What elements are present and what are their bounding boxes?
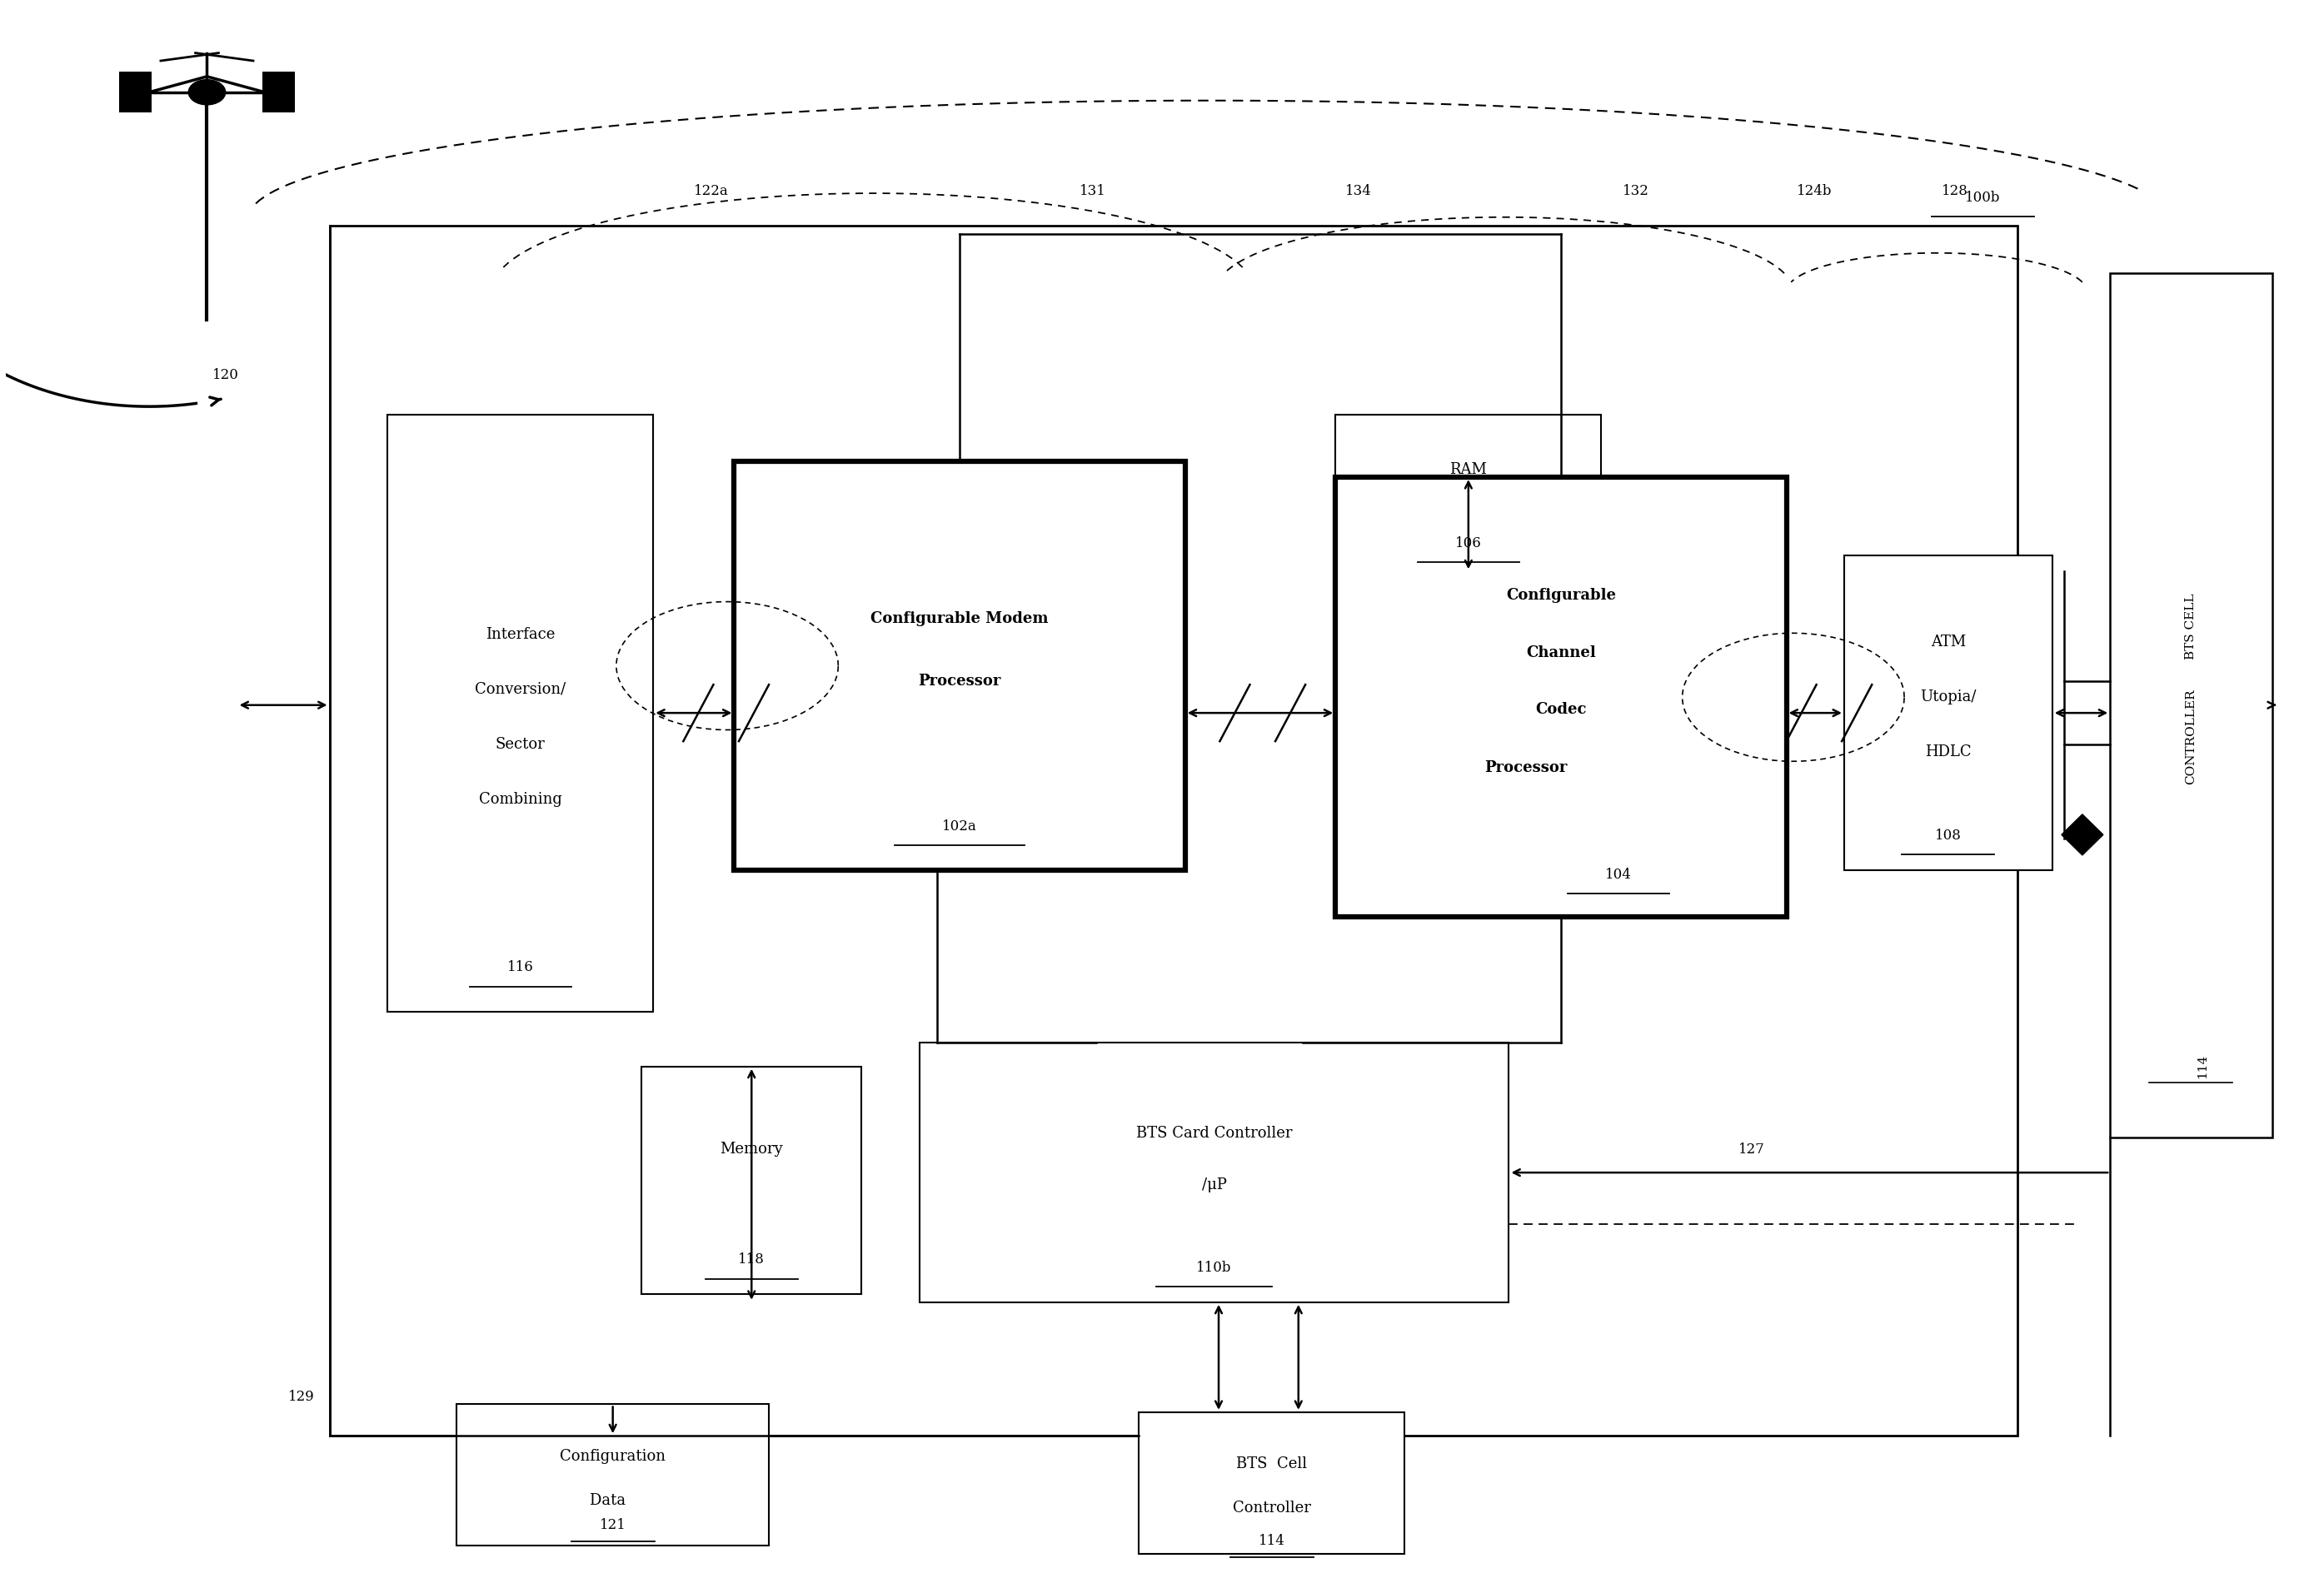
Text: Configurable: Configurable bbox=[1506, 587, 1615, 603]
Text: Configurable Modem: Configurable Modem bbox=[872, 611, 1048, 627]
Text: RAM: RAM bbox=[1450, 462, 1487, 476]
Text: 104: 104 bbox=[1606, 867, 1631, 882]
Text: Processor: Processor bbox=[1485, 760, 1569, 776]
Bar bbox=[1336, 476, 1787, 917]
Text: Configuration: Configuration bbox=[560, 1448, 665, 1464]
Text: 120: 120 bbox=[211, 367, 239, 382]
Bar bbox=[263, 71, 295, 112]
Bar bbox=[1845, 556, 2052, 871]
Text: Memory: Memory bbox=[720, 1141, 783, 1157]
Text: ATM: ATM bbox=[1931, 635, 1966, 649]
Text: Processor: Processor bbox=[918, 674, 1002, 689]
Text: /μP: /μP bbox=[1202, 1178, 1227, 1192]
Text: 131: 131 bbox=[1078, 184, 1106, 198]
Text: Codec: Codec bbox=[1536, 703, 1587, 717]
Text: 121: 121 bbox=[600, 1518, 625, 1532]
Text: 118: 118 bbox=[739, 1252, 765, 1266]
Text: BTS CELL: BTS CELL bbox=[2185, 594, 2196, 660]
Text: Combining: Combining bbox=[479, 792, 562, 807]
Text: 122a: 122a bbox=[693, 184, 727, 198]
Text: 100b: 100b bbox=[1966, 190, 2001, 204]
Text: 132: 132 bbox=[1622, 184, 1650, 198]
Polygon shape bbox=[2061, 814, 2103, 855]
Text: Channel: Channel bbox=[1527, 646, 1597, 660]
Bar bbox=[920, 1043, 1508, 1303]
Bar bbox=[458, 1404, 769, 1545]
Text: Data: Data bbox=[590, 1493, 637, 1507]
Bar bbox=[1139, 1412, 1404, 1553]
Text: BTS  Cell: BTS Cell bbox=[1236, 1456, 1308, 1472]
Text: 106: 106 bbox=[1455, 537, 1483, 551]
Text: 129: 129 bbox=[288, 1390, 316, 1404]
Text: 116: 116 bbox=[507, 961, 535, 975]
Text: 108: 108 bbox=[1936, 828, 1961, 842]
Circle shape bbox=[188, 79, 225, 104]
Text: 114: 114 bbox=[1260, 1534, 1285, 1548]
Bar bbox=[388, 415, 653, 1012]
Text: Conversion/: Conversion/ bbox=[474, 682, 565, 697]
Text: Utopia/: Utopia/ bbox=[1920, 690, 1975, 704]
Text: Interface: Interface bbox=[486, 627, 555, 641]
Bar bbox=[2110, 272, 2273, 1137]
Text: HDLC: HDLC bbox=[1924, 744, 1971, 760]
Bar bbox=[330, 226, 2017, 1436]
Text: BTS Card Controller: BTS Card Controller bbox=[1136, 1126, 1292, 1141]
Text: 124b: 124b bbox=[1796, 184, 1831, 198]
Bar bbox=[1336, 415, 1601, 571]
Bar bbox=[734, 462, 1185, 871]
Text: Sector: Sector bbox=[495, 736, 546, 752]
Text: 114: 114 bbox=[2196, 1054, 2208, 1078]
Text: 128: 128 bbox=[1943, 184, 1968, 198]
Text: CONTROLLER: CONTROLLER bbox=[2185, 689, 2196, 784]
Text: 110b: 110b bbox=[1197, 1260, 1232, 1274]
Bar bbox=[119, 71, 151, 112]
Bar bbox=[641, 1067, 862, 1295]
Text: Controller: Controller bbox=[1232, 1501, 1311, 1515]
Text: 102a: 102a bbox=[941, 818, 976, 833]
Text: 134: 134 bbox=[1346, 184, 1371, 198]
Text: 127: 127 bbox=[1738, 1143, 1764, 1157]
